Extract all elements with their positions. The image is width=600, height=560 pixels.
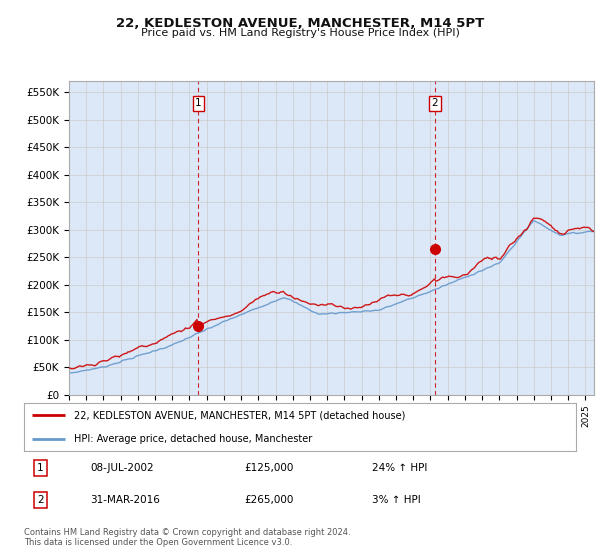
Text: 08-JUL-2002: 08-JUL-2002 bbox=[90, 463, 154, 473]
Text: 2: 2 bbox=[37, 495, 44, 505]
Text: £265,000: £265,000 bbox=[245, 495, 294, 505]
Text: 1: 1 bbox=[37, 463, 44, 473]
Text: 31-MAR-2016: 31-MAR-2016 bbox=[90, 495, 160, 505]
Text: £125,000: £125,000 bbox=[245, 463, 294, 473]
Text: HPI: Average price, detached house, Manchester: HPI: Average price, detached house, Manc… bbox=[74, 434, 312, 444]
Text: 2: 2 bbox=[431, 98, 438, 108]
Text: 22, KEDLESTON AVENUE, MANCHESTER, M14 5PT (detached house): 22, KEDLESTON AVENUE, MANCHESTER, M14 5P… bbox=[74, 410, 405, 420]
Text: 3% ↑ HPI: 3% ↑ HPI bbox=[372, 495, 421, 505]
Text: 22, KEDLESTON AVENUE, MANCHESTER, M14 5PT: 22, KEDLESTON AVENUE, MANCHESTER, M14 5P… bbox=[116, 17, 484, 30]
Text: 24% ↑ HPI: 24% ↑ HPI bbox=[372, 463, 427, 473]
Text: Contains HM Land Registry data © Crown copyright and database right 2024.
This d: Contains HM Land Registry data © Crown c… bbox=[24, 528, 350, 547]
Text: Price paid vs. HM Land Registry's House Price Index (HPI): Price paid vs. HM Land Registry's House … bbox=[140, 28, 460, 38]
Text: 1: 1 bbox=[195, 98, 202, 108]
